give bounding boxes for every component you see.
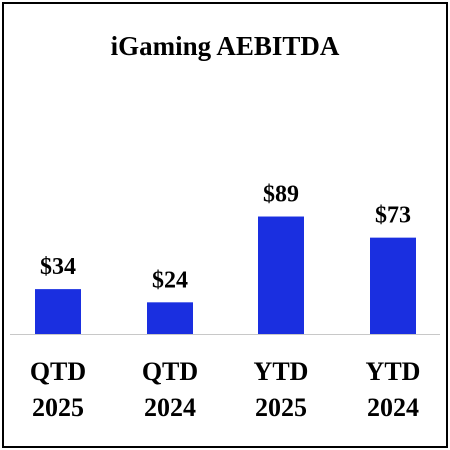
category-label-3-line-1: 2024 — [367, 393, 419, 422]
bar-2 — [258, 216, 304, 334]
data-label-1: $24 — [152, 267, 188, 293]
data-label-2: $89 — [263, 182, 299, 208]
category-label-3-line-0: YTD — [366, 357, 421, 386]
bar-1 — [147, 302, 193, 334]
category-label-2-line-0: YTD — [254, 357, 309, 386]
data-labels: $34 $24 $89 $73 — [40, 182, 411, 294]
bar-3 — [370, 237, 416, 334]
bar-0 — [35, 289, 81, 334]
category-labels: QTD 2025 QTD 2024 YTD 2025 YTD 2024 — [30, 357, 421, 422]
category-label-0-line-1: 2025 — [32, 393, 84, 422]
category-label-0-line-0: QTD — [30, 357, 86, 386]
category-label-1-line-1: 2024 — [144, 393, 196, 422]
category-label-1-line-0: QTD — [142, 357, 198, 386]
chart-title: iGaming AEBITDA — [111, 31, 340, 61]
data-label-0: $34 — [40, 254, 76, 280]
category-label-2-line-1: 2025 — [255, 393, 307, 422]
data-label-3: $73 — [375, 203, 411, 229]
bars — [35, 216, 416, 334]
